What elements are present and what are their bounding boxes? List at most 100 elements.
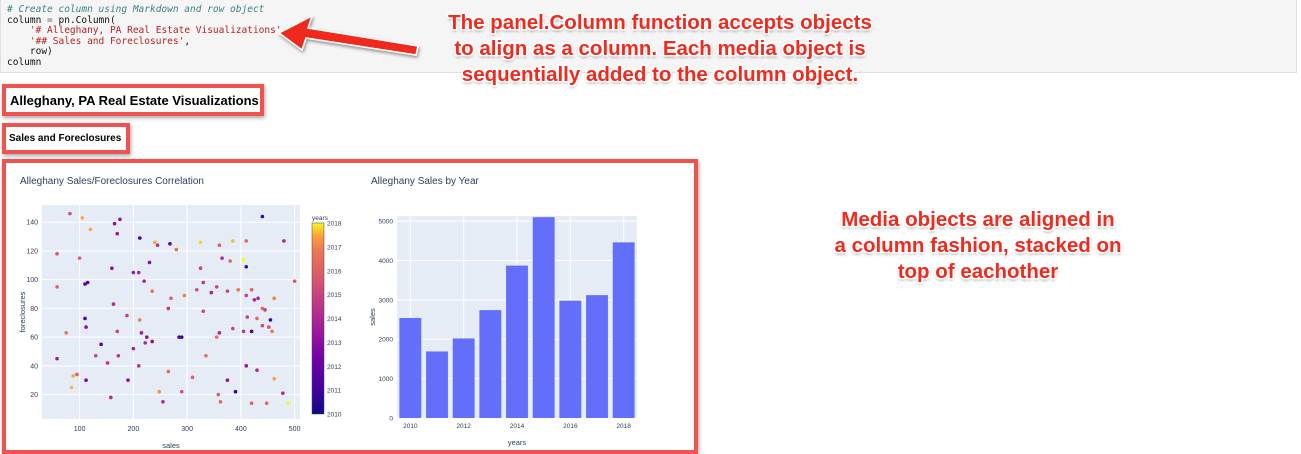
scatter-point — [217, 331, 222, 335]
scatter-point — [195, 287, 199, 292]
scatter-point — [150, 339, 154, 344]
code-token: '# Alleghany, PA Real Estate Visualizati… — [29, 25, 282, 37]
scatter-point — [255, 368, 259, 372]
colorbar — [311, 222, 325, 415]
scatter-point — [85, 280, 90, 285]
bar-x-tick-label: 2010 — [403, 423, 418, 430]
scatter-point — [228, 259, 232, 263]
scatter-point — [136, 364, 141, 368]
scatter-y-tick-label: 100 — [26, 277, 38, 284]
bar-x-tick-label: 2012 — [456, 423, 471, 430]
callout-top-line-2: to align as a column. Each media object … — [454, 37, 866, 60]
scatter-point — [115, 329, 120, 334]
bar-y-axis-label: sales — [368, 308, 377, 326]
scatter-point — [147, 260, 152, 265]
scatter-point — [268, 318, 273, 322]
bar — [452, 338, 475, 418]
code-token: = — [47, 14, 53, 26]
code-cell[interactable]: # Create column using Markdown and row o… — [0, 0, 1297, 73]
scatter-point — [168, 241, 172, 246]
scatter-point — [220, 256, 224, 260]
scatter-point — [69, 385, 74, 390]
scatter-point — [233, 389, 238, 394]
colorbar-tick-label: 2014 — [327, 316, 342, 323]
scatter-point — [252, 297, 257, 302]
scatter-point — [150, 289, 154, 293]
bar-x-tick-label: 2018 — [616, 423, 631, 430]
scatter-point — [249, 287, 254, 292]
bar-x-tick-label: 2014 — [510, 423, 525, 430]
scatter-point — [68, 211, 72, 216]
scatter-point — [64, 331, 68, 335]
colorbar-tick-label: 2012 — [327, 364, 342, 371]
scatter-y-tick-label: 140 — [26, 220, 38, 227]
scatter-point — [179, 389, 184, 394]
bar — [479, 310, 502, 418]
bar — [586, 295, 608, 418]
scatter-point — [139, 331, 144, 335]
code-token: , — [184, 35, 191, 47]
scatter-point — [198, 266, 203, 270]
scatter-y-tick-label: 60 — [30, 335, 38, 342]
scatter-point — [145, 335, 149, 339]
code-token: row) — [7, 46, 53, 58]
scatter-x-tick-label: 300 — [181, 426, 193, 433]
scatter-y-axis-label: foreclosures — [18, 291, 27, 332]
scatter-point — [231, 326, 235, 331]
scatter-point — [75, 372, 79, 377]
scatter-y-tick-label: 80 — [30, 306, 38, 313]
charts-row-pane: Alleghany Sales/Foreclosures Correlation… — [2, 159, 698, 454]
scatter-y-tick-label: 40 — [30, 363, 38, 370]
scatter-point — [216, 392, 221, 397]
scatter-point — [244, 293, 249, 298]
scatter-point — [166, 369, 171, 374]
scatter-point — [174, 247, 179, 252]
scatter-point — [214, 285, 219, 289]
callout-right-line-2: a column fashion, stacked on — [834, 234, 1122, 257]
scatter-point — [241, 329, 246, 334]
scatter-point — [236, 287, 240, 292]
scatter-point — [260, 306, 265, 311]
callout-right-line-3: top of eachother — [897, 260, 1059, 283]
scatter-point — [244, 364, 249, 368]
scatter-point — [161, 399, 165, 404]
scatter-point — [115, 231, 120, 236]
scatter-point — [292, 279, 297, 283]
scatter-point — [105, 361, 110, 365]
bar-y-tick-label: 2000 — [379, 337, 394, 344]
code-source[interactable]: # Create column using Markdown and row o… — [7, 4, 287, 69]
bar-chart-title: Alleghany Sales by Year — [371, 176, 480, 187]
scatter-point — [214, 335, 219, 339]
section-title: Sales and Foreclosures — [9, 133, 122, 144]
scatter-point — [281, 391, 285, 395]
scatter-point — [131, 270, 136, 275]
scatter-point — [218, 399, 223, 404]
code-token — [7, 25, 30, 36]
page-title: Alleghany, PA Real Estate Visualizations — [10, 93, 259, 108]
scatter-point — [93, 354, 98, 358]
scatter-point — [244, 264, 249, 269]
scatter-point — [112, 221, 117, 226]
scatter-point — [272, 376, 277, 381]
scatter-point — [179, 335, 184, 339]
scatter-point — [255, 316, 259, 321]
scatter-x-tick-label: 100 — [74, 426, 86, 433]
scatter-point — [111, 302, 116, 306]
scatter-point — [249, 329, 254, 334]
scatter-point — [263, 308, 267, 312]
scatter-point — [190, 375, 195, 380]
callout-right: Media objects are aligned in a column fa… — [768, 207, 1188, 285]
scatter-point — [99, 342, 103, 347]
colorbar-tick-label: 2015 — [327, 292, 342, 299]
scatter-point — [177, 335, 181, 339]
scatter-point — [204, 354, 208, 358]
scatter-point — [77, 256, 82, 260]
code-token — [7, 36, 30, 47]
scatter-point — [125, 313, 129, 318]
scatter-point — [110, 266, 114, 270]
bar — [612, 242, 635, 418]
colorbar-tick-label: 2013 — [327, 340, 342, 347]
bar-x-tick-label: 2016 — [563, 423, 578, 430]
code-token: column — [7, 14, 48, 26]
colorbar-title: years — [312, 215, 329, 222]
